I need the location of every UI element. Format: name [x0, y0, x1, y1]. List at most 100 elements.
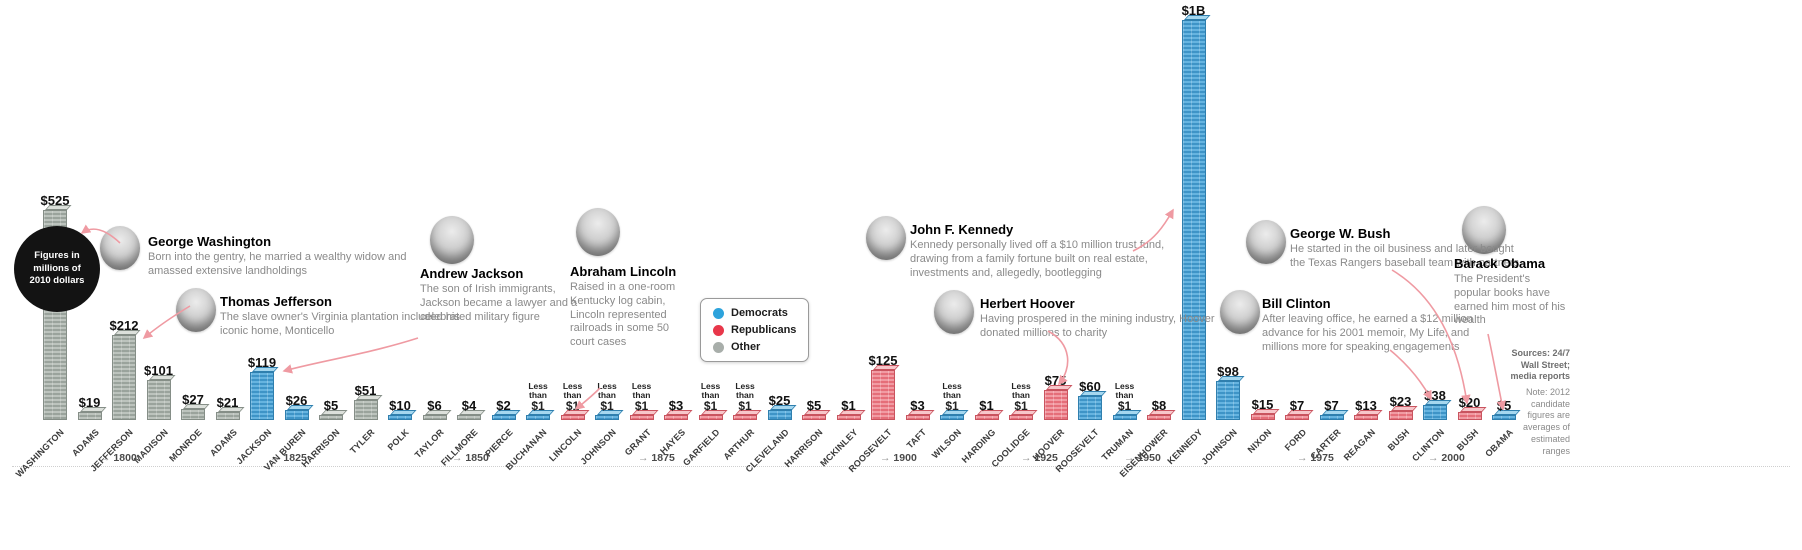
- annotation-title: George W. Bush: [1290, 226, 1391, 241]
- bar-monroe-4: [181, 409, 205, 420]
- value-fillmore-12: $4: [461, 398, 477, 413]
- annotation-title: John F. Kennedy: [910, 222, 1014, 237]
- year-marker-1925: 1925: [1021, 452, 1057, 464]
- portrait-washington: [100, 226, 140, 270]
- value-adams-5: $21: [216, 394, 239, 410]
- annotation-jackson: Andrew Jackson The son of Irish immigran…: [420, 266, 580, 324]
- annotation-text: Raised in a one-room Kentucky log cabin,…: [570, 281, 676, 348]
- value-wilson-26: Less than $1: [942, 381, 962, 414]
- annotation-kennedy: John F. Kennedy Kennedy personally lived…: [910, 222, 1165, 280]
- value-reagan-38: $13: [1355, 397, 1377, 413]
- name-tyler-9: TYLER: [347, 427, 377, 456]
- value-adams-1: $19: [78, 395, 101, 411]
- party-legend: Democrats Republicans Other: [700, 298, 810, 362]
- annotation-text: The son of Irish immigrants, Jackson bec…: [420, 283, 578, 323]
- annotation-title: Barack Obama: [1454, 256, 1546, 271]
- name-bush-41: BUSH: [1454, 427, 1481, 453]
- portrait-kennedy: [866, 216, 906, 260]
- value-harding-27: $1: [979, 398, 994, 413]
- bar-madison-3: [146, 379, 171, 420]
- bar-nixon-35: [1250, 414, 1275, 420]
- legend-item-other: Other: [713, 341, 796, 353]
- bar-reagan-38: [1354, 414, 1378, 420]
- value-coolidge-28: Less than $1: [1011, 381, 1031, 414]
- value-madison-3: $101: [144, 362, 173, 378]
- annotation-obama: Barack Obama The President's popular boo…: [1454, 256, 1566, 328]
- bar-bush-41: [1457, 412, 1482, 420]
- value-johnson-34: $98: [1217, 363, 1239, 379]
- annotation-gwbush: George W. Bush He started in the oil bus…: [1290, 226, 1520, 271]
- name-ford-36: FORD: [1282, 427, 1309, 453]
- annotation-hoover: Herbert Hoover Having prospered in the m…: [980, 296, 1220, 341]
- bar-garfield-19: [698, 415, 723, 420]
- value-eisenhower-32: $8: [1151, 398, 1167, 413]
- value-johnson-16: Less than $1: [597, 381, 617, 414]
- bar-wilson-26: [940, 415, 964, 420]
- bar-jackson-6: [250, 372, 274, 420]
- name-johnson-16: JOHNSON: [578, 427, 619, 467]
- value-taft-25: $3: [910, 398, 925, 413]
- bar-mckinley-23: [836, 415, 861, 420]
- year-marker-1900: 1900: [880, 452, 916, 464]
- annotation-title: George Washington: [148, 234, 272, 249]
- bar-bush-39: [1388, 410, 1413, 420]
- value-arthur-20: Less than $1: [735, 381, 755, 414]
- value-carter-37: $7: [1324, 398, 1339, 413]
- value-grant-17: Less than $1: [631, 381, 652, 414]
- bar-taft-25: [905, 415, 930, 420]
- bar-hayes-18: [664, 415, 688, 420]
- bar-pierce-13: [491, 415, 516, 420]
- portrait-obama: [1462, 206, 1506, 254]
- portrait-jefferson: [176, 288, 216, 332]
- name-washington-0: WASHINGTON: [13, 427, 67, 480]
- name-nixon-35: NIXON: [1245, 427, 1274, 455]
- portrait-hoover: [934, 290, 974, 334]
- value-buchanan-14: Less than $1: [528, 381, 548, 414]
- bar-tyler-9: [353, 399, 378, 420]
- annotation-title: Herbert Hoover: [980, 296, 1075, 311]
- bar-arthur-20: [733, 415, 757, 420]
- name-wilson-26: WILSON: [929, 427, 964, 461]
- name-kennedy-33: KENNEDY: [1165, 427, 1205, 467]
- value-mckinley-23: $1: [841, 398, 856, 413]
- bar-buchanan-14: [526, 415, 550, 420]
- portrait-clinton: [1220, 290, 1260, 334]
- note-line: Note: 2012 candidate figures are average…: [1522, 387, 1570, 456]
- bar-fillmore-12: [457, 415, 481, 420]
- figures-note-badge: Figures in millions of 2010 dollars: [14, 226, 100, 312]
- annotation-jefferson: Thomas Jefferson The slave owner's Virgi…: [220, 294, 485, 339]
- legend-label: Democrats: [731, 307, 788, 319]
- annotation-text: Having prospered in the mining industry,…: [980, 313, 1215, 339]
- other-color-dot-icon: [713, 341, 724, 353]
- value-roosevelt-24: $125: [868, 353, 898, 368]
- annotation-washington: George Washington Born into the gentry, …: [148, 234, 433, 279]
- bar-roosevelt-30: [1078, 396, 1102, 420]
- democrats-color-dot-icon: [713, 307, 724, 319]
- republicans-color-dot-icon: [713, 324, 724, 336]
- value-washington-0: $525: [40, 193, 70, 208]
- bar-jefferson-2: [112, 335, 136, 420]
- value-hayes-18: $3: [668, 398, 684, 413]
- annotation-text: He started in the oil business and later…: [1290, 243, 1520, 269]
- name-bush-39: BUSH: [1385, 427, 1412, 453]
- sources-note: Sources: 24/7 Wall Street; media reports…: [1506, 348, 1570, 457]
- value-roosevelt-30: $60: [1079, 379, 1101, 394]
- bar-lincoln-15: [560, 415, 585, 420]
- name-reagan-38: REAGAN: [1341, 427, 1378, 463]
- value-kennedy-33: $1B: [1181, 3, 1206, 18]
- value-garfield-19: Less than $1: [700, 381, 721, 414]
- year-marker-1825: 1825: [270, 452, 306, 464]
- portrait-jackson: [430, 216, 474, 264]
- bar-johnson-34: [1216, 380, 1240, 420]
- name-polk-10: POLK: [385, 427, 412, 453]
- bar-grant-17: [629, 415, 654, 420]
- bar-obama-42: [1492, 415, 1516, 420]
- annotation-text: Kennedy personally lived off a $10 milli…: [910, 239, 1165, 279]
- name-taylor-11: TAYLOR: [412, 427, 446, 461]
- bar-clinton-40: [1423, 404, 1447, 420]
- timeline-baseline: [12, 466, 1790, 467]
- legend-label: Republicans: [731, 324, 797, 336]
- bar-harrison-8: [319, 415, 343, 420]
- bar-carter-37: [1319, 415, 1344, 420]
- bar-kennedy-33: [1181, 20, 1206, 420]
